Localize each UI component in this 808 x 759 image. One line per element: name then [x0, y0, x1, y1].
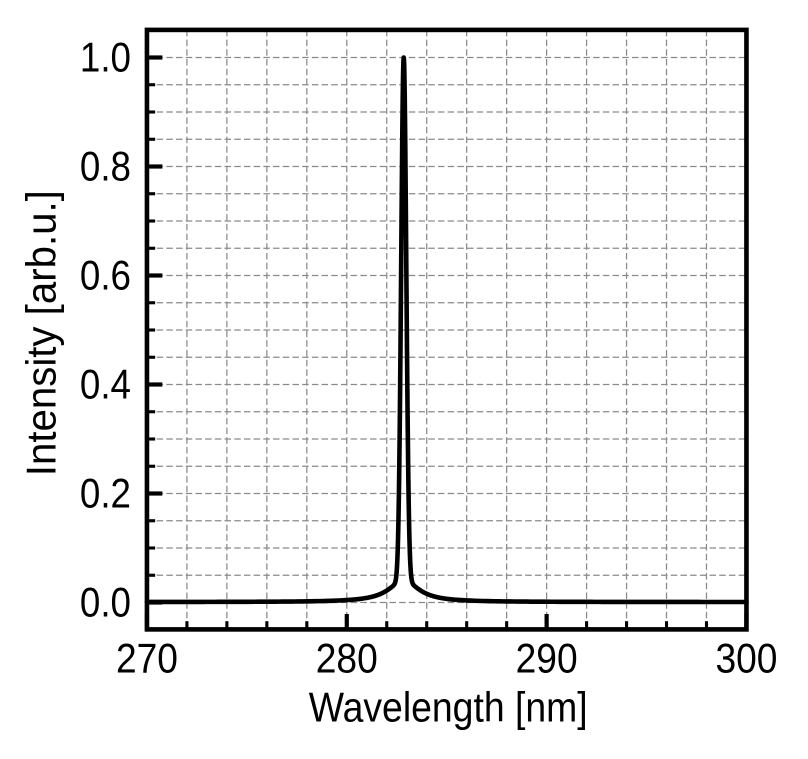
svg-text:Wavelength [nm]: Wavelength [nm]: [309, 683, 588, 730]
svg-text:0.0: 0.0: [80, 579, 131, 626]
svg-text:300: 300: [715, 635, 777, 682]
svg-text:0.8: 0.8: [80, 143, 131, 190]
svg-text:0.2: 0.2: [80, 470, 131, 517]
svg-text:0.6: 0.6: [80, 252, 131, 299]
svg-text:1.0: 1.0: [80, 34, 131, 81]
svg-text:Intensity [arb.u.]: Intensity [arb.u.]: [17, 190, 64, 476]
svg-text:280: 280: [316, 635, 378, 682]
svg-text:0.4: 0.4: [80, 361, 131, 408]
svg-text:270: 270: [116, 635, 178, 682]
svg-text:290: 290: [516, 635, 578, 682]
